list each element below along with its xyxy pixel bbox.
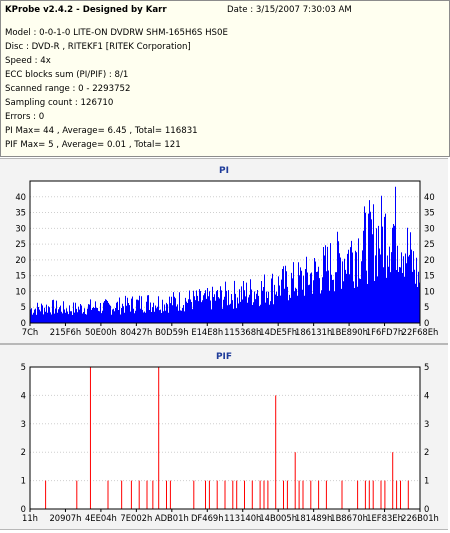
pi-xtick-label: 7Ch (22, 327, 38, 337)
pi-ytick-label-right: 20 (424, 255, 435, 265)
pi-ytick-label-right: 5 (424, 302, 429, 312)
pi-ytick-label-left: 20 (15, 255, 26, 265)
pi-ytick-label-right: 10 (424, 286, 435, 296)
pi-xtick-label: 115368h (224, 327, 261, 337)
pi-ytick-label-left: 40 (15, 192, 26, 202)
pi-xtick-label: 186131h (295, 327, 332, 337)
pif-xtick-label: 11h (22, 513, 38, 523)
pi-xtick-label: 14DE5Fh (259, 327, 297, 337)
pif-xtick-label: 226B01h (401, 513, 439, 523)
info-pif-stats: PIF Max= 5 , Average= 0.01 , Total= 121 (5, 140, 181, 150)
pif-chart: PIF 0 0 1 1 2 2 3 3 4 4 5 5 11h 20907h 4EE04h 7E002h ADB… (21, 352, 439, 523)
pif-xtick-label: 1B8670h (330, 513, 368, 523)
info-sampling-count: Sampling count : 126710 (5, 98, 114, 108)
pif-xtick-label: 181489h (295, 513, 332, 523)
pi-xtick-label: 215F6h (50, 327, 81, 337)
pi-ytick-label-left: 0 (21, 318, 26, 328)
pif-xtick-label: 14B005h (259, 513, 297, 523)
pi-xtick-label: 1BE890h (330, 327, 368, 337)
pif-ytick-label-left: 3 (21, 419, 26, 429)
pif-ytick-label-left: 0 (21, 504, 26, 514)
pif-ytick-label-right: 0 (424, 504, 429, 514)
info-pi-stats: PI Max= 44 , Average= 6.45 , Total= 1168… (5, 126, 198, 136)
pif-xtick-label: ADB01h (155, 513, 189, 523)
pi-chart-title: PI (219, 166, 229, 176)
pi-ytick-label-left: 5 (21, 302, 26, 312)
pi-ytick-label-left: 10 (15, 286, 26, 296)
pi-ytick-label-right: 0 (424, 318, 429, 328)
pif-ytick-label-left: 1 (21, 476, 26, 486)
pif-chart-panel: PIF 0 0 1 1 2 2 3 3 4 4 5 5 11h 20907h 4EE04h 7E002h ADB… (0, 344, 448, 530)
pi-ytick-label-left: 15 (15, 271, 26, 281)
pi-ytick-label-left: 30 (15, 223, 26, 233)
pif-ytick-label-right: 1 (424, 476, 429, 486)
pif-ytick-label-right: 3 (424, 419, 429, 429)
disc-info-panel: KProbe v2.4.2 - Designed by Karr Date : … (0, 0, 450, 157)
info-disc: Disc : DVD-R , RITEKF1 [RITEK Corporatio… (5, 42, 191, 52)
info-speed: Speed : 4x (5, 56, 51, 66)
pi-xtick-label: E14E8h (191, 327, 223, 337)
pif-ytick-label-right: 4 (424, 390, 429, 400)
pi-ytick-label-right: 15 (424, 271, 435, 281)
pif-xtick-label: 20907h (49, 513, 81, 523)
pif-ytick-label-left: 4 (21, 390, 26, 400)
pif-xtick-label: 1EF83Eh (366, 513, 403, 523)
scan-date: Date : 3/15/2007 7:30:03 AM (227, 5, 352, 15)
pif-chart-title: PIF (216, 352, 232, 362)
pi-ytick-label-right: 40 (424, 192, 435, 202)
pi-xtick-label: 80427h (120, 327, 152, 337)
pif-ytick-label-left: 2 (21, 447, 26, 457)
pi-ytick-label-left: 35 (15, 208, 26, 218)
pif-ytick-label-right: 5 (424, 362, 429, 372)
pi-xtick-label: 50E00h (85, 327, 117, 337)
pi-plot-border (29, 180, 421, 324)
info-model: Model : 0-0-1-0 LITE-ON DVDRW SHM-165H6S… (5, 28, 228, 38)
pif-plot-border (29, 366, 421, 510)
pi-xtick-label: 1F6FD7h (366, 327, 403, 337)
app-title: KProbe v2.4.2 - Designed by Karr (5, 5, 167, 15)
pi-chart-panel: PI 0 0 5 5 10 10 15 15 20 20 25 25 30 30 35 35 40 40 7Ch 21… (0, 158, 448, 344)
info-scanned-range: Scanned range : 0 - 2293752 (5, 84, 131, 94)
pif-ytick-label-right: 2 (424, 447, 429, 457)
pi-ytick-label-left: 25 (15, 239, 26, 249)
pi-xtick-label: 22F68Eh (402, 327, 439, 337)
pif-xtick-label: 113140h (224, 513, 261, 523)
info-ecc-blocks: ECC blocks sum (PI/PIF) : 8/1 (5, 70, 129, 80)
pif-xtick-label: 4EE04h (85, 513, 117, 523)
pi-ytick-label-right: 30 (424, 223, 435, 233)
pi-chart: PI 0 0 5 5 10 10 15 15 20 20 25 25 30 30 35 35 40 40 7Ch 21… (15, 166, 439, 337)
info-errors: Errors : 0 (5, 112, 45, 122)
pi-xtick-label: B0D59h (155, 327, 189, 337)
pi-ytick-label-right: 35 (424, 208, 435, 218)
pi-ytick-label-right: 25 (424, 239, 435, 249)
pif-xtick-label: 7E002h (120, 513, 152, 523)
pif-ytick-label-left: 5 (21, 362, 26, 372)
pif-xtick-label: DF469h (191, 513, 224, 523)
